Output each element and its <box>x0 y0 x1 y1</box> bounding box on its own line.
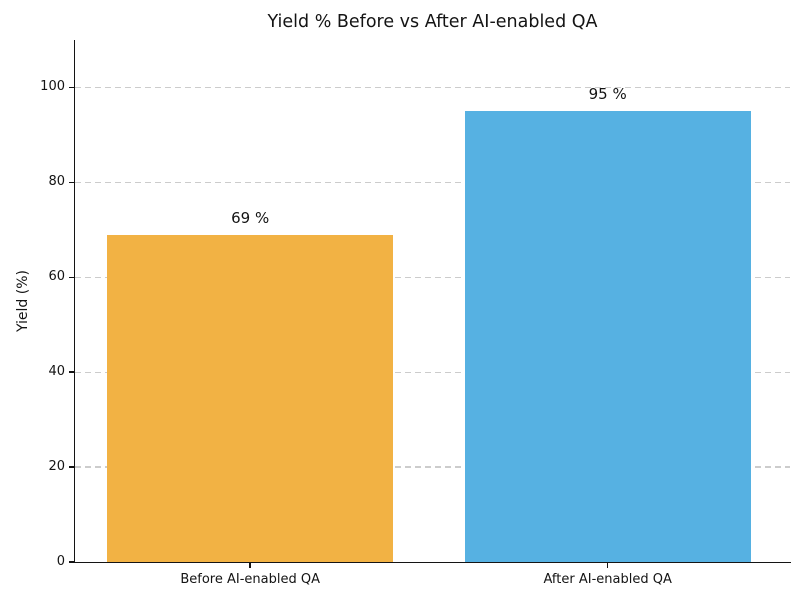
y-axis-spine <box>73 40 76 563</box>
x-tick-label: After AI-enabled QA <box>543 572 672 587</box>
bar <box>464 111 751 562</box>
gridline <box>75 371 790 373</box>
x-tick-label: Before AI-enabled QA <box>180 572 320 587</box>
y-tick-label: 60 <box>48 269 65 285</box>
chart-title: Yield % Before vs After AI-enabled QA <box>267 12 598 32</box>
y-tick-mark <box>69 181 74 184</box>
gridline <box>75 276 790 278</box>
gridline <box>75 86 790 89</box>
gridline <box>75 466 790 468</box>
x-tick-mark <box>606 563 609 568</box>
y-tick-label: 80 <box>48 174 65 190</box>
y-tick-mark <box>69 86 74 89</box>
y-tick-mark <box>69 561 74 563</box>
y-tick-label: 40 <box>48 364 65 380</box>
bar-value-label: 95 % <box>588 85 627 104</box>
y-tick-label: 100 <box>40 79 65 95</box>
x-axis-spine <box>73 562 791 564</box>
y-tick-label: 20 <box>48 459 65 475</box>
gridline <box>75 181 790 183</box>
y-tick-mark <box>69 276 74 278</box>
bar-value-label: 69 % <box>231 208 270 227</box>
bar <box>107 234 394 562</box>
y-tick-mark <box>69 371 74 373</box>
x-tick-mark <box>249 563 251 568</box>
y-tick-label: 0 <box>56 554 65 569</box>
y-tick-mark <box>69 466 74 468</box>
